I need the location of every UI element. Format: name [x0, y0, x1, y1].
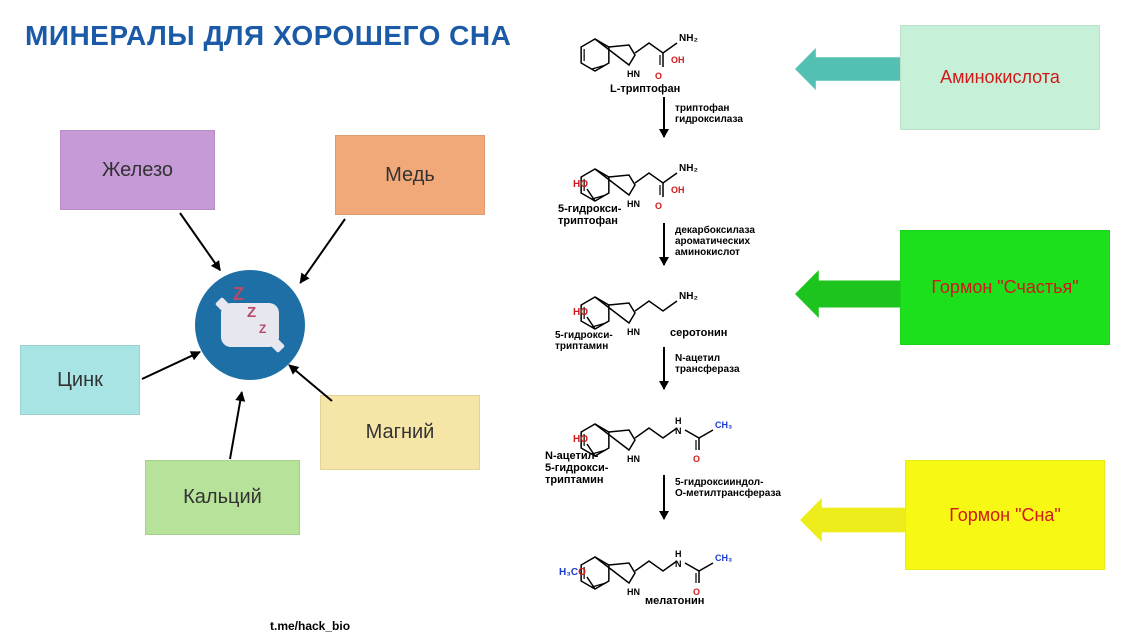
molecule-label: L-триптофан — [610, 83, 680, 95]
category-box: Гормон "Счастья" — [900, 230, 1110, 345]
enzyme-label: декарбоксилазаароматическихаминокислот — [675, 225, 755, 258]
svg-text:H₃CO: H₃CO — [559, 567, 586, 578]
enzyme-label: 5-гидроксииндол-О-метилтрансфераза — [675, 477, 781, 499]
mineral-box: Медь — [335, 135, 485, 215]
svg-text:O: O — [655, 71, 662, 81]
mineral-box: Кальций — [145, 460, 300, 535]
enzyme-label: триптофангидроксилаза — [675, 103, 743, 125]
svg-text:HN: HN — [627, 454, 640, 464]
svg-text:NH₂: NH₂ — [679, 291, 698, 302]
svg-text:OH: OH — [671, 185, 685, 195]
arrow-line — [288, 364, 332, 402]
molecule-icon: HN NH₂ O OH — [555, 15, 775, 85]
svg-text:O: O — [693, 454, 700, 464]
mineral-box: Цинк — [20, 345, 140, 415]
svg-text:HO: HO — [573, 179, 588, 190]
svg-text:HN: HN — [627, 69, 640, 79]
pathway-arrow — [663, 347, 665, 389]
svg-text:OH: OH — [671, 55, 685, 65]
svg-text:H: H — [675, 549, 682, 559]
molecule: HN NH₂ O OH — [555, 15, 775, 90]
arrow-line — [179, 212, 221, 270]
pathway-arrow — [663, 223, 665, 265]
arrow-line — [229, 392, 243, 459]
footer-link: t.me/hack_bio — [270, 619, 350, 633]
page-title: МИНЕРАЛЫ ДЛЯ ХОРОШЕГО СНА — [25, 20, 511, 52]
svg-text:HO: HO — [573, 434, 588, 445]
pathway-arrow — [663, 97, 665, 137]
svg-text:H: H — [675, 416, 682, 426]
svg-text:HN: HN — [627, 327, 640, 337]
svg-text:HN: HN — [627, 587, 640, 597]
category-box: Аминокислота — [900, 25, 1100, 130]
molecule-sublabel: 5-гидрокси-триптамин — [555, 330, 613, 352]
svg-text:O: O — [655, 201, 662, 211]
category-box: Гормон "Сна" — [905, 460, 1105, 570]
pathway-diagram: HNNH₂OOHL-триптофанHNHONH₂OOH5-гидрокси-… — [500, 15, 830, 625]
svg-text:HO: HO — [573, 307, 588, 318]
svg-text:NH₂: NH₂ — [679, 163, 698, 174]
molecule-label: серотонин — [670, 327, 727, 339]
molecule-label: 5-гидрокси-триптофан — [558, 203, 621, 227]
mineral-box: Железо — [60, 130, 215, 210]
molecule-label: мелатонин — [645, 595, 704, 607]
molecule-icon: HNH₃COHNOCH₃ — [555, 533, 775, 603]
svg-text:CH₃: CH₃ — [715, 420, 732, 430]
arrow-line — [142, 351, 201, 380]
svg-text:CH₃: CH₃ — [715, 553, 732, 563]
svg-text:N: N — [675, 426, 682, 436]
arrow-line — [299, 218, 345, 283]
svg-text:N: N — [675, 559, 682, 569]
pathway-arrow — [663, 475, 665, 519]
enzyme-label: N-ацетилтрансфераза — [675, 353, 740, 375]
mineral-box: Магний — [320, 395, 480, 470]
molecule-label: N-ацетил-5-гидрокси-триптамин — [545, 450, 608, 486]
svg-text:HN: HN — [627, 199, 640, 209]
svg-text:NH₂: NH₂ — [679, 33, 698, 44]
